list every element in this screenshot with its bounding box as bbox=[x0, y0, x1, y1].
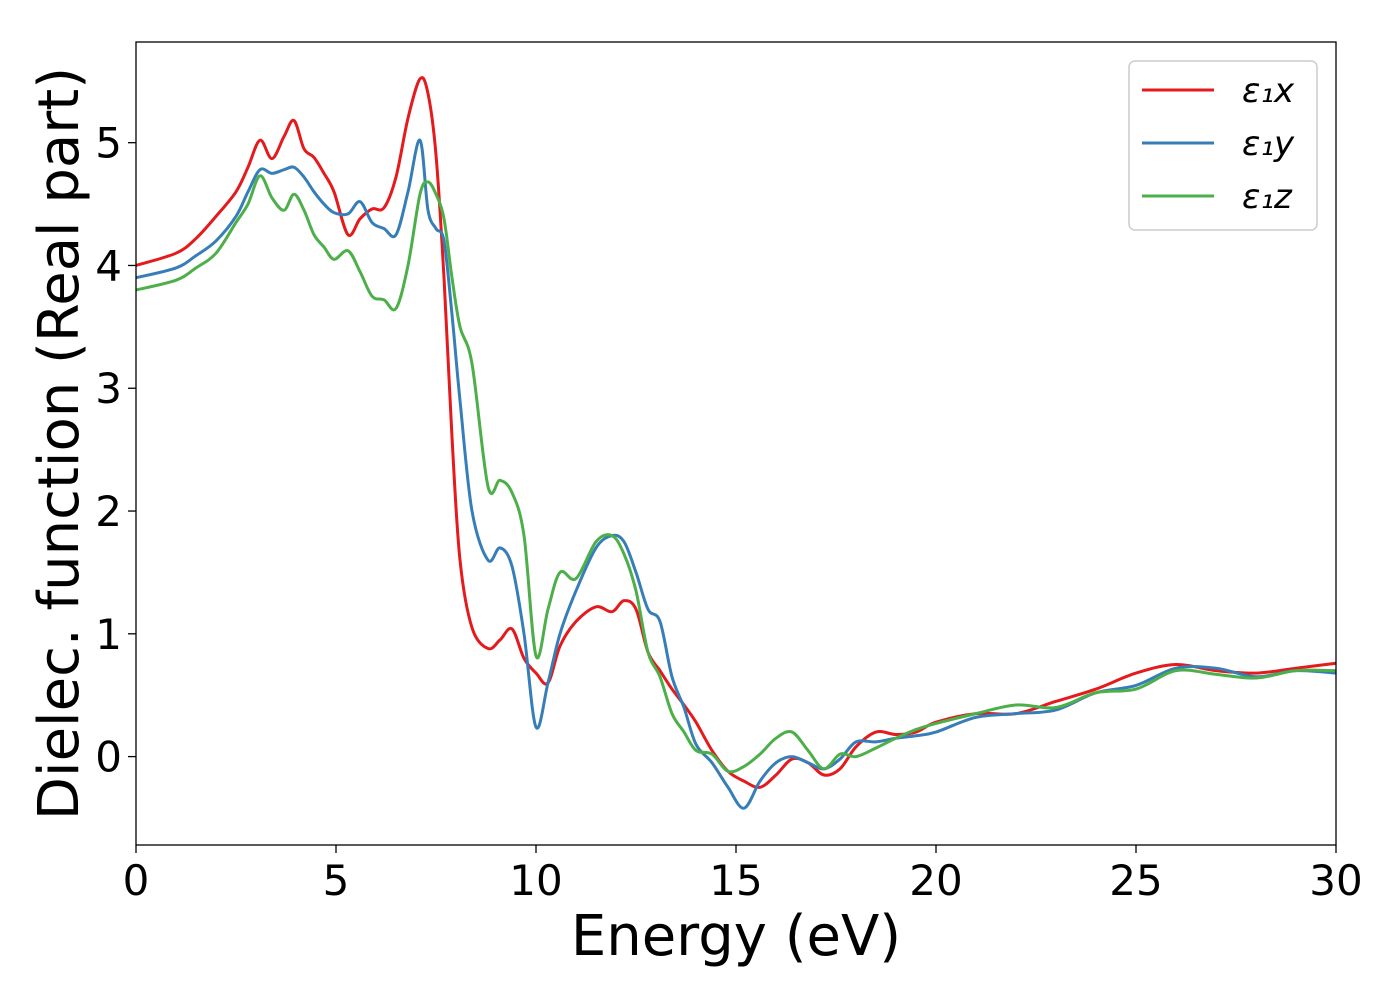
x-tick-label: 20 bbox=[909, 856, 962, 905]
series-line-3 bbox=[135, 174, 1337, 774]
y-axis-ticks: 0 1 2 3 4 5 bbox=[95, 119, 136, 782]
x-tick-label: 10 bbox=[509, 856, 562, 905]
y-axis-label: Dielec. function (Real part) bbox=[27, 67, 92, 820]
y-tick-label: 3 bbox=[95, 364, 122, 413]
x-tick-label: 15 bbox=[709, 856, 762, 905]
y-tick-label: 4 bbox=[95, 241, 122, 290]
y-tick-label: 2 bbox=[95, 487, 122, 536]
legend-label: ε₁y bbox=[1242, 124, 1295, 164]
x-axis-label: Energy (eV) bbox=[571, 904, 901, 969]
y-tick-label: 5 bbox=[95, 119, 122, 168]
series-line-2 bbox=[135, 138, 1337, 810]
legend-label: ε₁x bbox=[1242, 71, 1295, 111]
x-axis-ticks: 0 5 10 15 20 25 30 bbox=[123, 845, 1363, 905]
legend: ε₁x ε₁y ε₁z bbox=[1128, 60, 1318, 231]
y-tick-label: 1 bbox=[95, 610, 122, 659]
legend-box bbox=[1128, 60, 1318, 231]
y-tick-label: 0 bbox=[95, 733, 122, 782]
series-lines bbox=[135, 76, 1337, 810]
legend-label: ε₁z bbox=[1242, 177, 1293, 217]
x-tick-label: 25 bbox=[1109, 856, 1162, 905]
x-tick-label: 5 bbox=[323, 856, 350, 905]
x-tick-label: 0 bbox=[123, 856, 150, 905]
x-tick-label: 30 bbox=[1309, 856, 1362, 905]
